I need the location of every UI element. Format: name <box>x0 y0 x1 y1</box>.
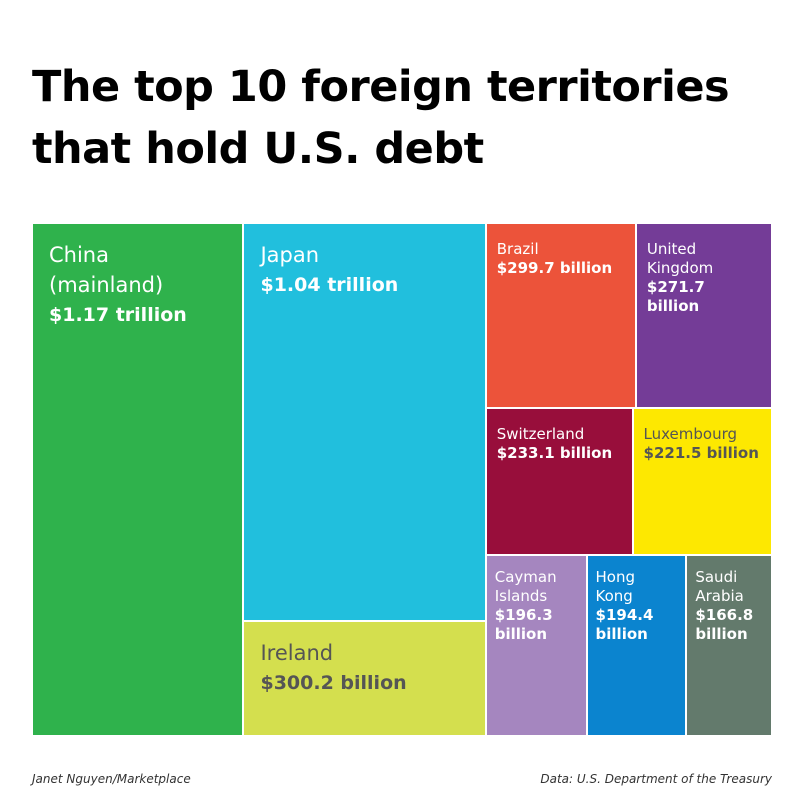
tile-value: $271.7 billion <box>646 278 705 315</box>
tile-label: Japan $1.04 trillion <box>260 240 468 300</box>
tile-name: Japan <box>260 243 320 267</box>
tile-label: Luxembourg $221.5 billion <box>644 425 761 463</box>
tile-label: Hong Kong $194.4 billion <box>596 568 660 644</box>
source: Data: U.S. Department of the Treasury <box>540 772 772 786</box>
tile-value: $194.4 billion <box>595 606 654 644</box>
tile: Cayman Islands $196.3 billion <box>485 555 587 736</box>
tile: China (mainland) $1.17 trillion <box>32 223 244 736</box>
chart-title: The top 10 foreign territories that hold… <box>32 62 730 174</box>
tile-label: China (mainland) $1.17 trillion <box>49 240 226 330</box>
tile-label: Ireland $300.2 billion <box>260 638 468 698</box>
tile: Saudi Arabia $166.8 billion <box>686 555 772 736</box>
credit: Janet Nguyen/Marketplace <box>32 772 191 786</box>
tile-name: Saudi Arabia <box>695 568 744 606</box>
tile-value: $1.04 trillion <box>260 274 399 296</box>
tile-label: United Kingdom $271.7 billion <box>647 240 761 316</box>
tile-value: $166.8 billion <box>695 606 754 644</box>
tile-value: $1.17 trillion <box>49 304 187 326</box>
tile-value: $299.7 billion <box>496 259 613 277</box>
tile: Ireland $300.2 billion <box>243 621 486 736</box>
tile: Brazil $299.7 billion <box>485 223 636 409</box>
tile-name: Hong Kong <box>595 568 636 606</box>
tile-name: China (mainland) <box>49 243 164 297</box>
tile-name: Switzerland <box>496 425 585 444</box>
tile-name: Luxembourg <box>643 425 738 444</box>
tile: United Kingdom $271.7 billion <box>635 223 772 409</box>
tile-label: Saudi Arabia $166.8 billion <box>695 568 759 644</box>
tile: Hong Kong $194.4 billion <box>586 555 687 736</box>
tile: Switzerland $233.1 billion <box>485 408 633 556</box>
tile-label: Switzerland $233.1 billion <box>497 425 622 463</box>
tile-value: $300.2 billion <box>260 672 407 695</box>
treemap: China (mainland) $1.17 trillion Japan $1.04… <box>32 223 772 736</box>
tile-value: $221.5 billion <box>643 444 759 463</box>
tile-value: $233.1 billion <box>496 444 613 463</box>
tile-name: Ireland <box>260 641 334 666</box>
tile-label: Brazil $299.7 billion <box>497 240 625 278</box>
tile-value: $196.3 billion <box>494 606 553 644</box>
tile-label: Cayman Islands $196.3 billion <box>495 568 559 644</box>
tile: Japan $1.04 trillion <box>243 223 486 622</box>
tile-name: United Kingdom <box>646 240 714 277</box>
tile-name: Brazil <box>496 240 539 258</box>
tile-name: Cayman Islands <box>494 568 557 606</box>
tile: Luxembourg $221.5 billion <box>632 408 772 556</box>
